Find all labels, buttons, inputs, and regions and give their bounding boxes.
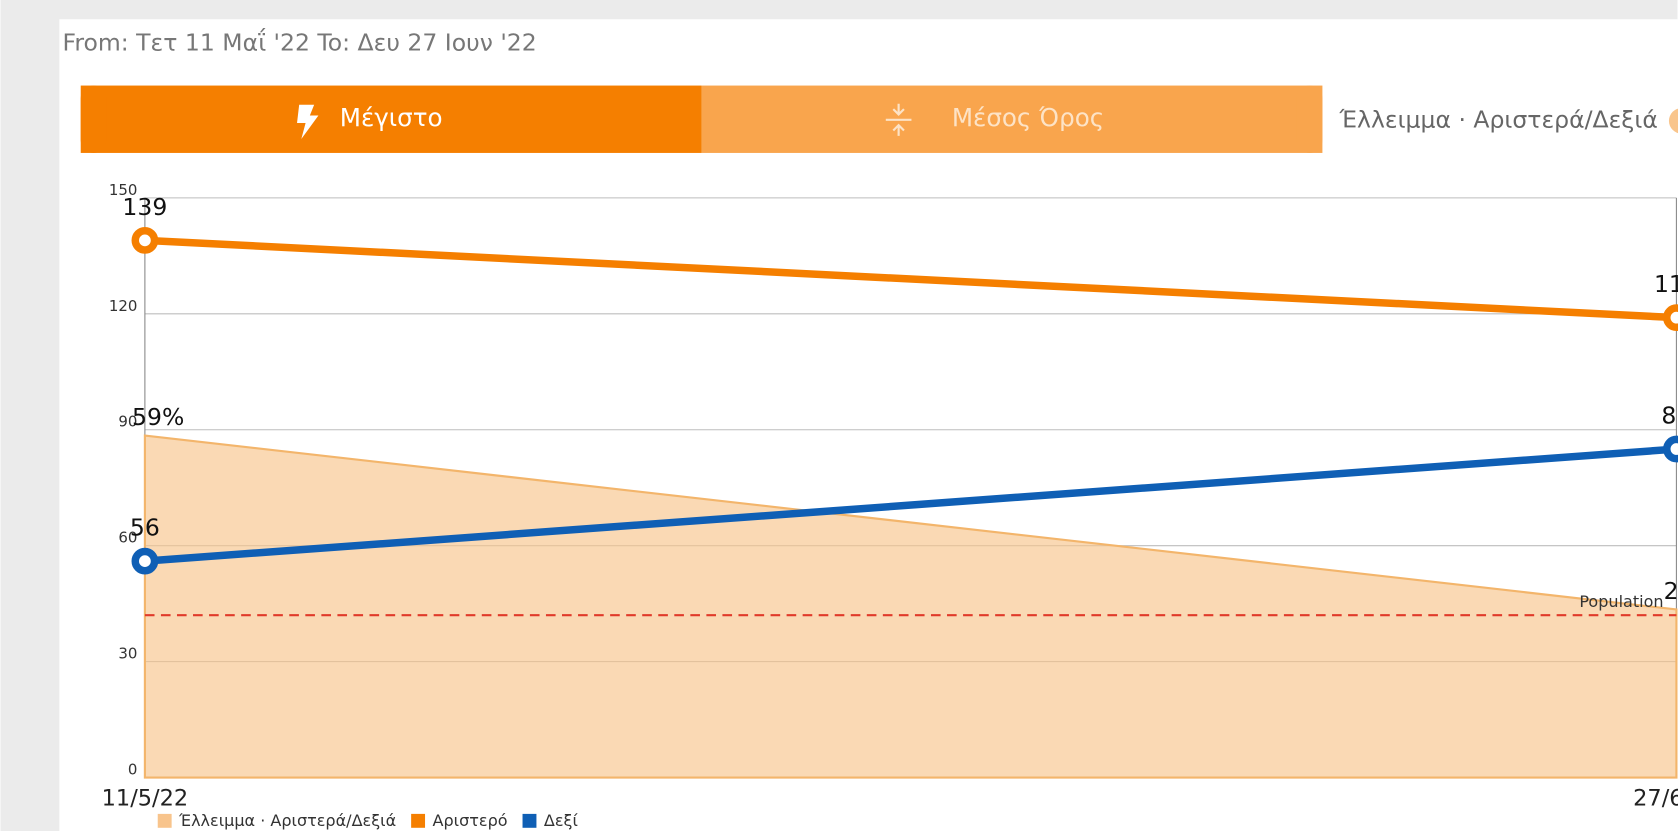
date-range: From: Τετ 11 Μαΐ '22 To: Δευ 27 Ιουν '22	[63, 27, 537, 56]
legend-label[interactable]: Έλλειμμα · Αριστερά/Δεξιά	[178, 811, 396, 830]
point	[1663, 304, 1678, 332]
x-tick-label: 27/6/22	[1633, 785, 1678, 811]
line	[144, 236, 1677, 322]
y-tick-label: 30	[118, 645, 137, 663]
tab-bar: Μέγιστο Μέσος Όρος	[80, 85, 1323, 153]
y-tick-label: 120	[109, 297, 138, 315]
y-tick-label: 60	[118, 529, 137, 547]
data-label: 139	[122, 193, 167, 221]
y-tick-label: 150	[109, 181, 138, 199]
tab[interactable]	[701, 85, 1323, 153]
tab-round-r	[1296, 85, 1323, 153]
legend-swatch	[522, 813, 537, 828]
legend-swatch	[157, 813, 172, 828]
data-label: 56	[130, 514, 160, 542]
toggle[interactable]	[1668, 108, 1678, 134]
tab-round-l	[80, 85, 107, 153]
x-tick-label: 11/5/22	[102, 785, 188, 811]
data-label: 29	[1664, 577, 1678, 605]
average-icon	[892, 103, 905, 136]
reference-label: Population	[1579, 592, 1663, 611]
point	[1663, 435, 1678, 463]
toggle-label[interactable]: Έλλειμμα · Αριστερά/Δεξιά	[1339, 105, 1658, 133]
point	[131, 547, 159, 575]
data-label: 119	[1654, 270, 1678, 298]
chart: 0 30 60 90 120 150 11/5/22 27/6/22 Population 59%…	[102, 181, 1678, 830]
point	[131, 226, 159, 254]
tab-label[interactable]: Μέσος Όρος	[952, 103, 1104, 132]
tab-label[interactable]: Μέγιστο	[340, 103, 443, 132]
data-label: 59%	[132, 403, 184, 431]
data-label: 85	[1661, 401, 1678, 429]
area	[143, 434, 1678, 779]
legend-label[interactable]: Δεξί	[544, 811, 579, 830]
y-tick-label: 90	[118, 413, 137, 431]
bolt-icon	[297, 104, 319, 140]
y-tick-label: 0	[128, 761, 138, 779]
tab[interactable]	[80, 85, 702, 153]
legend-label[interactable]: Αριστερό	[433, 811, 508, 830]
line	[144, 445, 1677, 565]
legend-swatch	[411, 813, 426, 828]
